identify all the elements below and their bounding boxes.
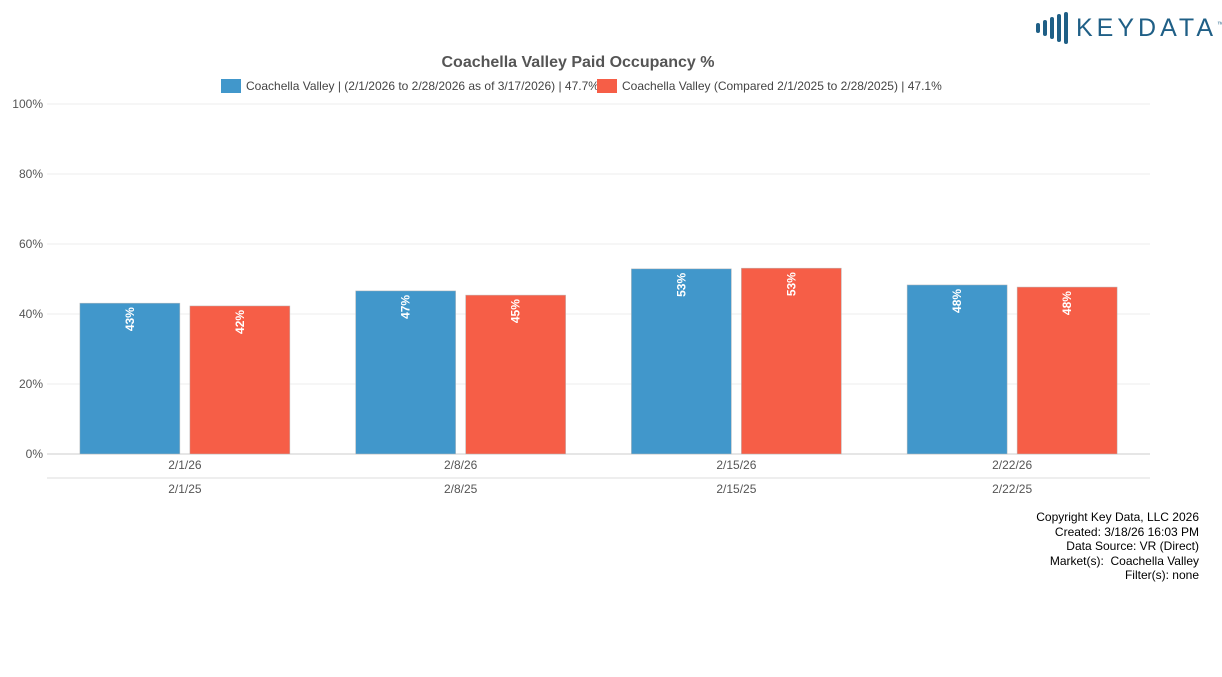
bar [465,294,566,455]
bar [906,284,1008,455]
logo-bars-icon [1036,12,1068,44]
x-tick-label-secondary: 2/22/25 [992,482,1032,496]
y-tick-label: 100% [12,97,43,111]
footer-filters: Filter(s): none [1124,568,1199,582]
bar-data-label: 48% [950,289,964,313]
x-tick-label: 2/15/26 [716,458,756,472]
y-tick-label: 0% [26,447,44,461]
chart-title: Coachella Valley Paid Occupancy % [441,54,714,71]
bar-data-label: 53% [784,272,798,296]
occupancy-chart: Coachella Valley Paid Occupancy % Coache… [12,54,1150,496]
legend-label: Coachella Valley | (2/1/2026 to 2/28/202… [246,79,599,93]
bar-data-label: 42% [233,310,247,334]
footer-created: Created: 3/18/26 16:03 PM [1054,524,1199,539]
keydata-logo: KEYDATA™ [1036,12,1222,44]
bar-data-label: 45% [509,299,523,323]
x-tick-label-secondary: 2/8/25 [444,482,478,496]
y-tick-label: 80% [19,167,43,181]
legend-swatch [597,79,617,93]
bar-data-label: 47% [399,295,413,319]
bar [631,268,732,455]
x-tick-label: 2/8/26 [444,458,478,472]
logo-tm: ™ [1217,21,1222,29]
x-tick-label: 2/1/26 [168,458,202,472]
chart-footer: Copyright Key Data, LLC 2026 Created: 3/… [1036,510,1199,583]
y-tick-label: 60% [19,237,43,251]
y-tick-label: 20% [19,377,43,391]
bar [741,267,842,455]
y-tick-label: 40% [19,307,43,321]
footer-source: Data Source: VR (Direct) [1066,539,1199,553]
bar-data-label: 43% [123,307,137,331]
legend-label: Coachella Valley (Compared 2/1/2025 to 2… [622,79,942,93]
x-tick-label: 2/22/26 [992,458,1032,472]
x-tick-label-secondary: 2/1/25 [168,482,202,496]
bar [79,302,181,455]
bar-data-label: 53% [674,273,688,297]
footer-copyright: Copyright Key Data, LLC 2026 [1036,510,1199,524]
x-tick-label-secondary: 2/15/25 [716,482,756,496]
bar [189,305,291,455]
bar-data-label: 48% [1060,291,1074,315]
legend-swatch [221,79,241,93]
logo-text: KEYDATA [1076,13,1217,42]
bar [1016,286,1118,455]
bar [355,290,456,455]
footer-markets: Market(s): Coachella Valley [1049,553,1199,568]
